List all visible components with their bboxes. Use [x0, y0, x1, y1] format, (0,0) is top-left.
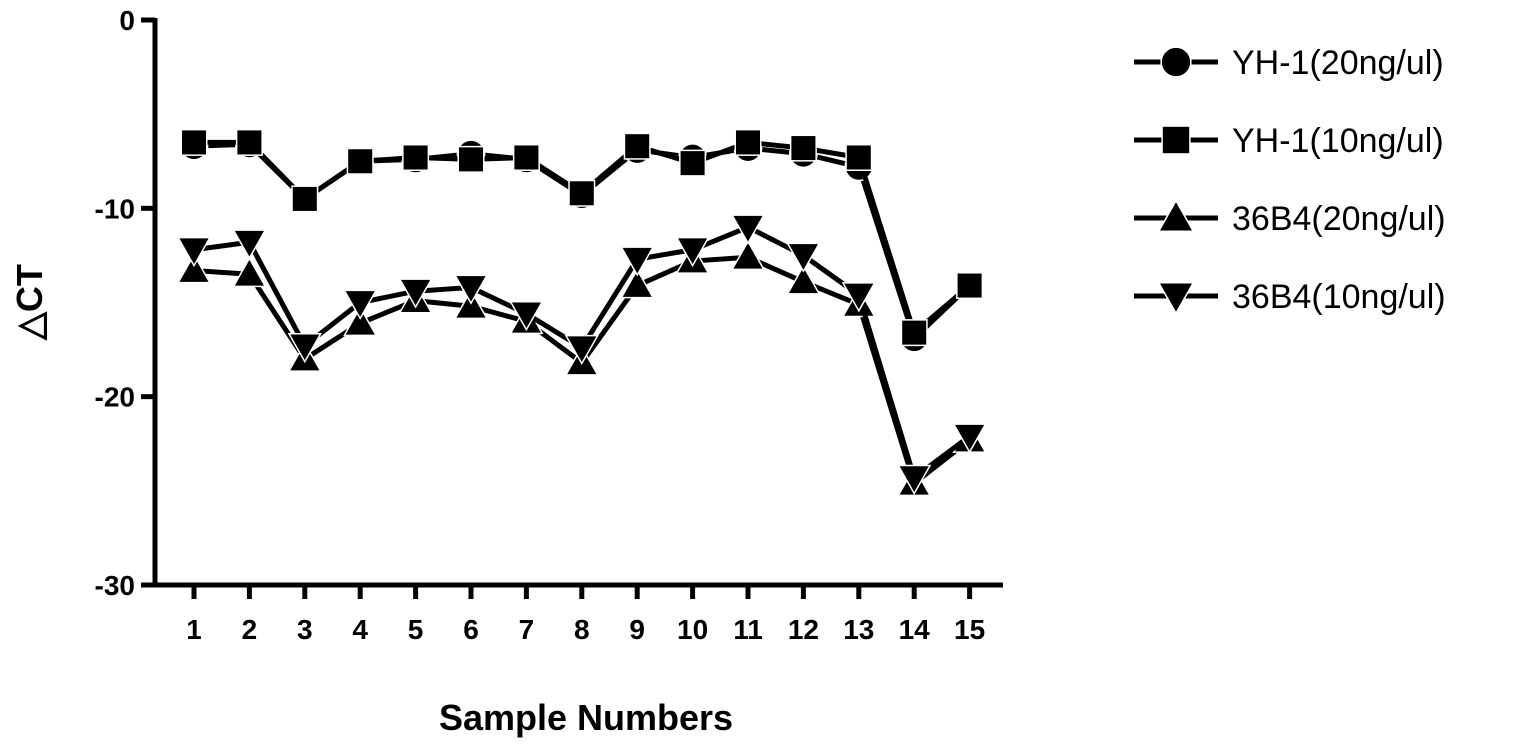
data-point	[568, 179, 596, 207]
legend-label: 36B4(20ng/ul)	[1232, 200, 1446, 238]
data-point	[235, 128, 263, 156]
data-point	[564, 334, 599, 366]
data-point	[789, 134, 817, 162]
legend-item: YH-1(10ng/ul)	[1134, 122, 1444, 160]
x-tick-label: 9	[629, 614, 645, 645]
data-point	[180, 128, 208, 156]
x-tick-label: 4	[352, 614, 368, 645]
legend-item: YH-1(20ng/ul)	[1134, 44, 1444, 82]
data-point	[232, 229, 267, 260]
data-point	[176, 236, 212, 268]
series-3	[176, 239, 987, 497]
data-point	[623, 132, 651, 160]
x-axis-title: Sample Numbers	[439, 697, 733, 738]
x-tick-label: 15	[954, 614, 985, 645]
data-point	[786, 242, 821, 273]
data-point	[457, 145, 485, 173]
data-point	[512, 143, 540, 171]
x-tick-label: 7	[519, 614, 535, 645]
data-point	[845, 143, 873, 171]
x-tick-label: 14	[899, 614, 931, 645]
x-tick-label: 11	[733, 614, 763, 645]
data-point	[287, 332, 322, 364]
legend-label: YH-1(20ng/ul)	[1232, 44, 1444, 82]
x-tick-label: 8	[574, 614, 590, 645]
y-axis-ticks: 0 -10 -20 -30	[95, 5, 155, 601]
legend: YH-1(20ng/ul) YH-1(10ng/ul) 36B4(20ng/ul) 3…	[1134, 44, 1446, 316]
data-point	[291, 185, 319, 213]
legend-item: 36B4(10ng/ul)	[1134, 278, 1446, 316]
y-tick-label: -20	[95, 382, 135, 413]
legend-item: 36B4(20ng/ul)	[1134, 199, 1446, 238]
data-point	[900, 319, 928, 347]
legend-marker	[1157, 282, 1195, 315]
data-point	[734, 128, 762, 156]
series-2	[180, 128, 984, 347]
data-point	[952, 423, 987, 454]
data-point	[346, 147, 374, 175]
series-layer	[176, 128, 987, 497]
legend-marker	[1157, 199, 1195, 232]
legend-marker	[1160, 46, 1192, 78]
data-point	[730, 214, 766, 245]
axes: 0-10-20-30 1 2 3 4 5 6 7 8 9 10 11 12 13 14 15	[95, 5, 1003, 645]
data-point	[956, 272, 984, 300]
x-tick-label: 13	[843, 614, 874, 645]
data-point	[509, 300, 544, 332]
x-tick-label: 3	[297, 614, 313, 645]
data-point	[786, 264, 821, 295]
data-point	[620, 246, 655, 277]
data-point	[453, 274, 489, 305]
legend-label: 36B4(10ng/ul)	[1232, 278, 1446, 316]
y-tick-label: 0	[119, 5, 135, 36]
legend-marker	[1161, 125, 1191, 155]
data-point	[232, 256, 267, 288]
x-tick-label: 10	[677, 614, 708, 645]
data-point	[176, 253, 212, 284]
x-tick-label: 5	[408, 614, 424, 645]
data-point	[897, 464, 932, 496]
data-point	[679, 149, 707, 177]
data-point	[402, 143, 430, 171]
series-4	[176, 214, 987, 496]
data-point	[343, 305, 378, 337]
x-tick-label: 1	[186, 614, 202, 645]
x-tick-label: 12	[788, 614, 819, 645]
y-axis-title: △CT	[9, 264, 50, 341]
data-point	[398, 278, 433, 309]
data-point	[343, 289, 378, 320]
legend-label: YH-1(10ng/ul)	[1232, 122, 1444, 160]
data-point	[620, 268, 655, 299]
data-point	[675, 236, 710, 268]
data-point	[841, 282, 876, 313]
x-tick-label: 2	[242, 614, 258, 645]
x-tick-label: 6	[463, 614, 479, 645]
y-tick-label: -10	[95, 193, 135, 224]
x-axis-ticks: 1 2 3 4 5 6 7 8 9 10 11 12 13 14 15	[186, 585, 985, 645]
y-tick-label: -30	[95, 570, 135, 601]
data-point	[730, 239, 766, 271]
